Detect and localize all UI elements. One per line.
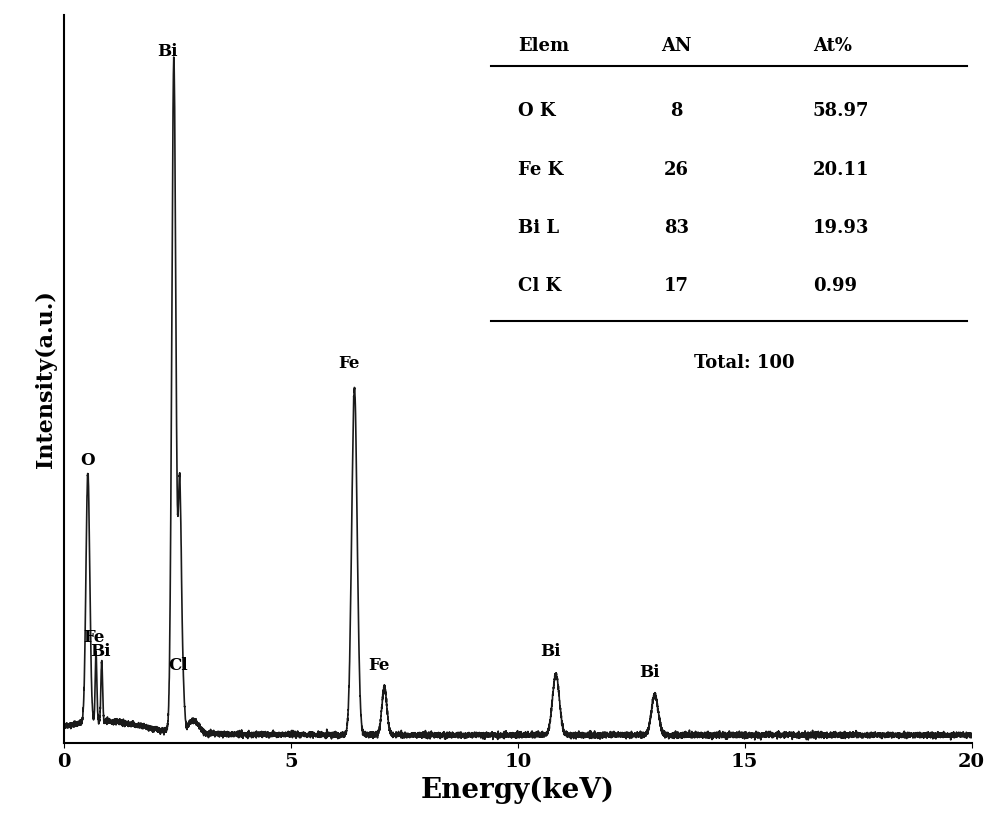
X-axis label: Energy(keV): Energy(keV) [421,776,615,804]
Text: AN: AN [661,37,692,55]
Text: Bi: Bi [157,43,178,60]
Text: Elem: Elem [518,37,569,55]
Text: 8: 8 [670,102,683,120]
Text: 17: 17 [664,277,689,295]
Text: 0.99: 0.99 [813,277,857,295]
Text: 58.97: 58.97 [813,102,869,120]
Text: Cl K: Cl K [518,277,561,295]
Text: 19.93: 19.93 [813,219,869,237]
Text: Bi L: Bi L [518,219,559,237]
Text: At%: At% [813,37,852,55]
Text: Bi: Bi [540,643,561,660]
Text: Cl: Cl [169,657,188,674]
Text: Bi: Bi [639,664,660,681]
Text: Fe: Fe [84,629,105,646]
Text: Bi: Bi [90,643,111,660]
Text: Total: 100: Total: 100 [694,354,795,372]
Text: O: O [81,452,95,469]
Text: Fe: Fe [369,657,390,674]
Y-axis label: Intensity(a.u.): Intensity(a.u.) [35,290,57,468]
Text: Fe: Fe [338,355,360,373]
Text: 83: 83 [664,219,689,237]
Text: 20.11: 20.11 [813,161,869,179]
Text: 26: 26 [664,161,689,179]
Text: O K: O K [518,102,555,120]
Text: Fe K: Fe K [518,161,563,179]
